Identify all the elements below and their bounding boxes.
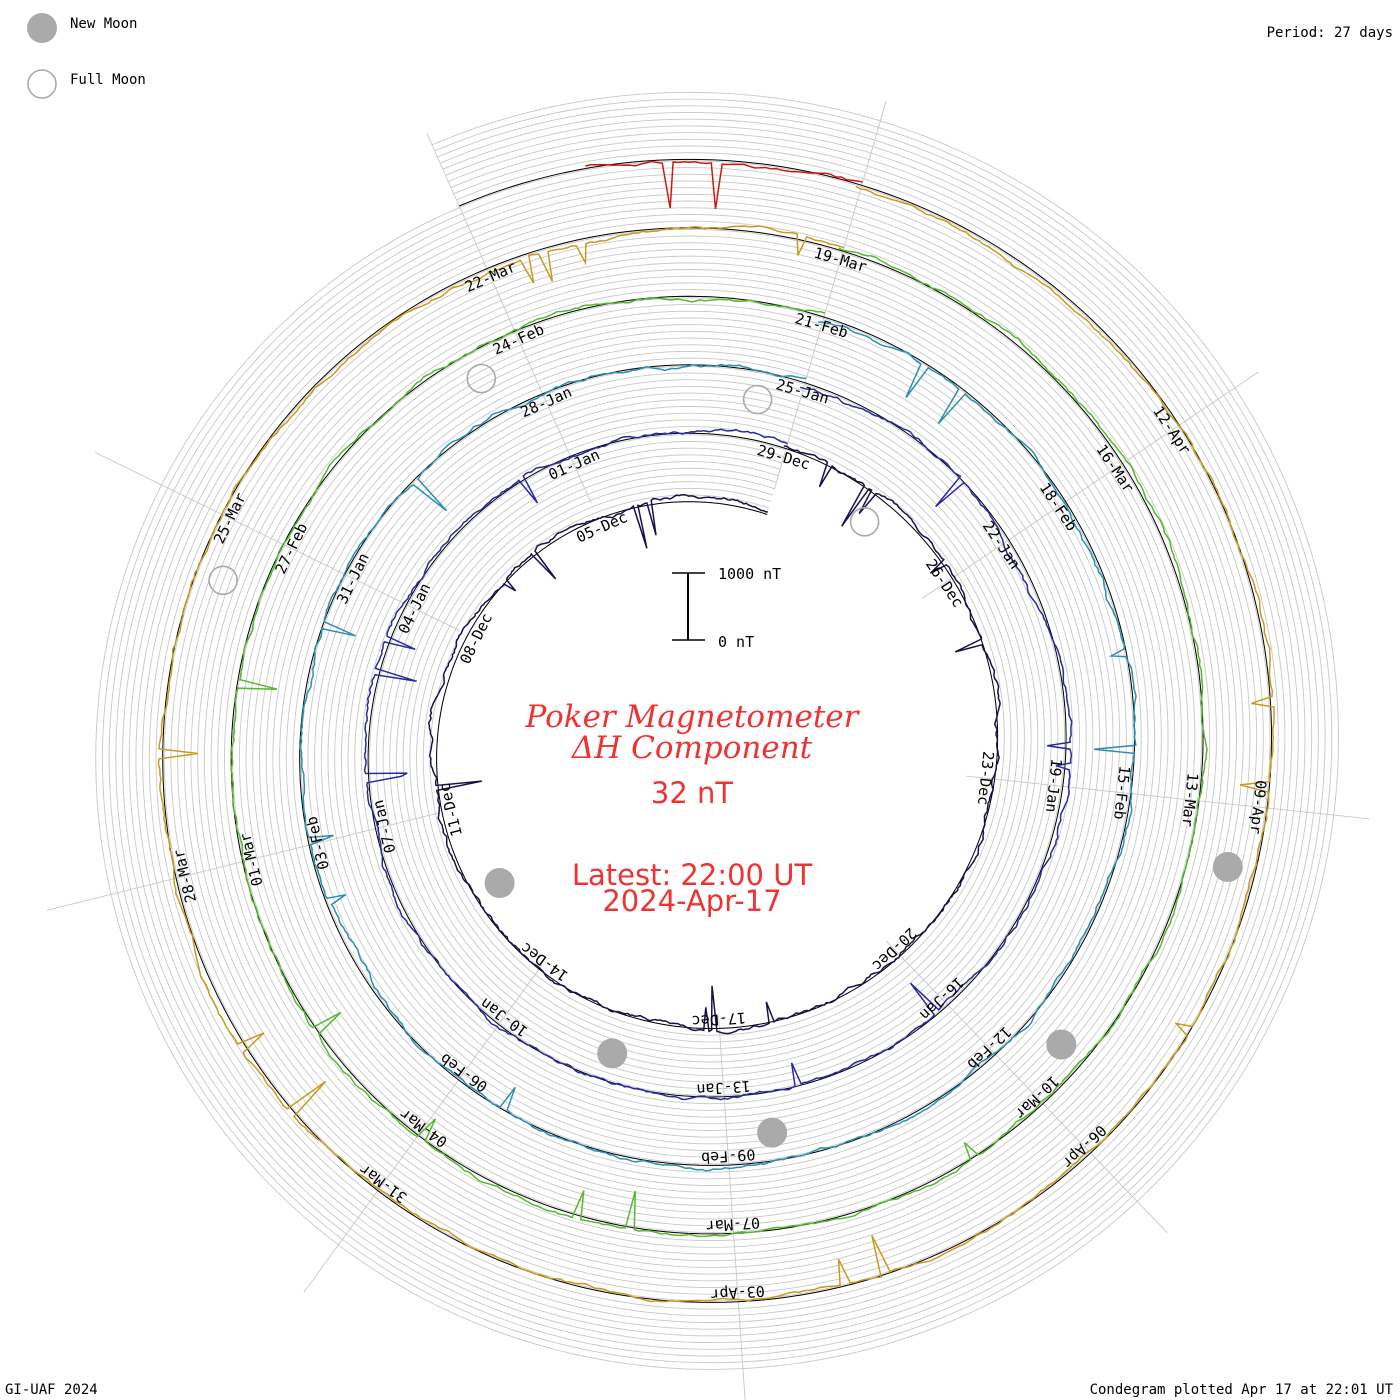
chart-title: Poker Magnetometer: [525, 699, 861, 735]
trace-turn-4: [230, 247, 1208, 1238]
day-spoke: [885, 940, 1168, 1233]
day-spoke: [303, 964, 543, 1293]
new-moon-marker: [597, 1038, 628, 1069]
scale-top-label: 1000 nT: [718, 565, 781, 583]
date-label: 19-Jan: [1042, 758, 1066, 814]
new-moon-legend-icon: [27, 13, 57, 43]
date-label: 11-Dec: [435, 781, 466, 838]
day-spoke: [922, 371, 1259, 599]
new-moon-marker: [1212, 852, 1243, 882]
date-label: 14-Dec: [517, 939, 571, 985]
full-moon-legend-icon: [27, 69, 57, 99]
scale-bar: 1000 nT 0 nT: [672, 565, 781, 651]
date-label: 07-Mar: [705, 1214, 760, 1236]
full-moon-marker: [466, 363, 497, 394]
chart-subtitle: ΔH Component: [571, 730, 813, 766]
day-spokes: [46, 100, 1370, 1400]
full-moon-marker: [849, 506, 880, 537]
trace-turn-1: [427, 445, 1001, 1035]
baseline-spiral-line: [162, 158, 1272, 1303]
full-moon-marker: [208, 565, 238, 596]
day-spoke: [426, 132, 592, 504]
date-label: 03-Apr: [710, 1282, 765, 1304]
footer-plotted: Condegram plotted Apr 17 at 22:01 UT: [1090, 1382, 1394, 1398]
full-moon-marker: [742, 384, 773, 415]
new-moon-marker: [757, 1117, 788, 1148]
period-label: Period: 27 days: [1267, 25, 1393, 41]
footer-credit: GI-UAF 2024: [5, 1382, 98, 1398]
date-label: 29-Dec: [755, 441, 812, 473]
date-label: 21-Feb: [793, 309, 850, 341]
date-label: 17-Dec: [691, 1009, 746, 1031]
day-spoke: [718, 1015, 746, 1400]
trace-turn-2: [363, 386, 1073, 1101]
date-label: 23-Dec: [974, 750, 998, 806]
moon-markers: [208, 363, 1243, 1148]
date-label: 09-Apr: [1246, 779, 1270, 835]
trace-turn-3: [299, 321, 1137, 1172]
new-moon-marker: [484, 868, 515, 898]
date-label: 25-Jan: [774, 375, 831, 407]
day-spoke: [966, 775, 1370, 820]
date-label: 13-Mar: [1178, 772, 1202, 828]
date-label: 03-Feb: [302, 815, 333, 872]
new-moon-marker: [1046, 1029, 1077, 1060]
trace-turn-6: [585, 160, 863, 210]
date-label: 22-Jan: [979, 518, 1024, 573]
new-moon-legend-label: New Moon: [70, 16, 137, 32]
date-label: 07-Jan: [369, 798, 400, 855]
full-moon-legend-label: Full Moon: [70, 72, 146, 88]
day-spoke: [95, 452, 460, 631]
date-label: 15-Feb: [1110, 765, 1134, 821]
date-label: 26-Dec: [922, 556, 967, 611]
data-traces: [157, 160, 1275, 1303]
date-label: 16-Mar: [1092, 441, 1137, 496]
baseline-spiral: [162, 158, 1272, 1303]
date-label: 20-Dec: [868, 924, 919, 975]
current-value: 32 nT: [651, 776, 733, 810]
day-spoke: [773, 100, 887, 491]
date-label: 05-Dec: [573, 508, 630, 546]
date-label: 18-Feb: [1036, 479, 1081, 534]
trace-turn-5: [157, 185, 1275, 1303]
latest-time: Latest: 22:00 UT: [572, 858, 813, 892]
date-label: 09-Feb: [701, 1145, 756, 1167]
scale-bottom-label: 0 nT: [718, 633, 754, 651]
date-label: 01-Mar: [236, 831, 267, 888]
date-label: 13-Jan: [696, 1077, 751, 1099]
latest-date: 2024-Apr-17: [602, 884, 781, 918]
date-label: 12-Apr: [1149, 403, 1194, 458]
